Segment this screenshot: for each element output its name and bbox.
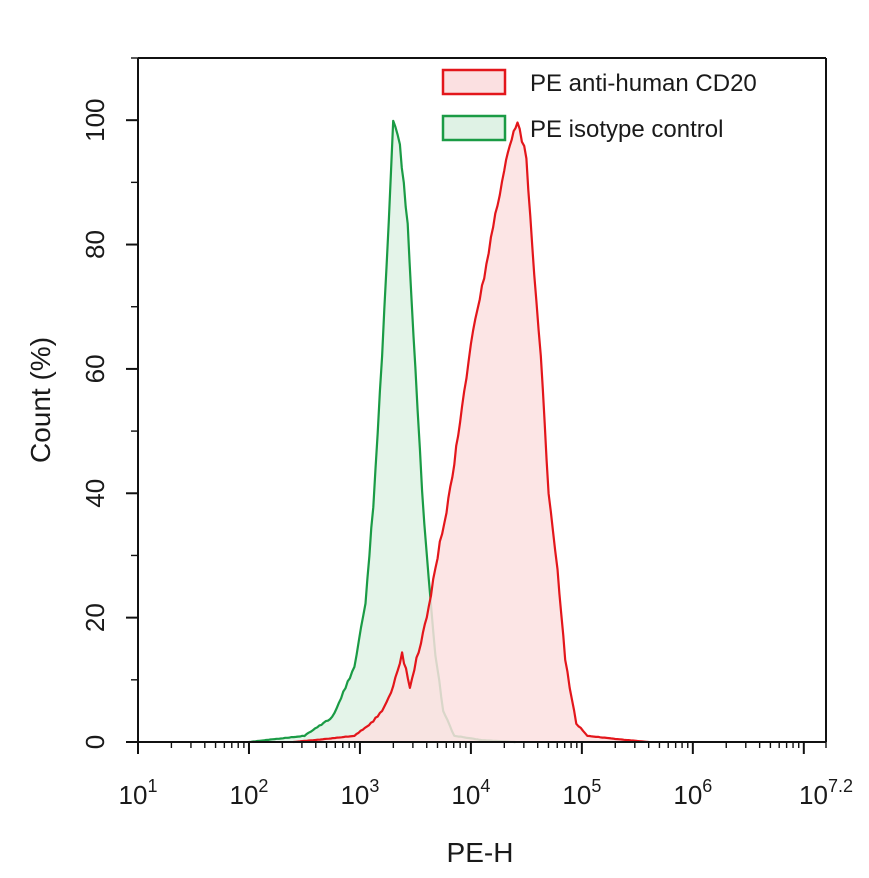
y-axis-title: Count (%) <box>25 337 56 463</box>
legend-label: PE anti-human CD20 <box>530 70 757 97</box>
series-area-pe-isotype-control <box>249 120 516 743</box>
legend-swatch <box>441 114 507 142</box>
x-axis-title: PE-H <box>447 837 514 868</box>
x-tick-label: 101 <box>119 776 158 810</box>
x-tick-label: 106 <box>673 776 712 810</box>
y-tick-label: 60 <box>80 354 110 383</box>
y-tick-label: 40 <box>80 479 110 508</box>
series-area-pe-anti-human-cd20 <box>293 122 649 742</box>
y-tick-label: 80 <box>80 230 110 259</box>
x-tick-label: 105 <box>562 776 601 810</box>
x-tick-label: 102 <box>229 776 268 810</box>
y-tick-label: 100 <box>80 98 110 141</box>
y-axis: 0 20 40 60 80 100 <box>80 57 138 749</box>
x-axis: 101 102 103 104 105 106 107.2 <box>119 742 853 810</box>
y-tick-label: 20 <box>80 603 110 632</box>
legend-label: PE isotype control <box>530 116 723 143</box>
y-tick-label: 0 <box>80 735 110 749</box>
x-tick-label: 103 <box>340 776 379 810</box>
series-line-pe-anti-human-cd20 <box>293 121 649 744</box>
legend-swatch <box>441 68 507 96</box>
legend: PE anti-human CD20 PE isotype control <box>441 68 757 143</box>
x-tick-label: 107.2 <box>799 776 853 810</box>
plot-frame <box>137 57 827 743</box>
x-tick-label: 104 <box>451 776 490 810</box>
plot-series <box>248 119 649 744</box>
